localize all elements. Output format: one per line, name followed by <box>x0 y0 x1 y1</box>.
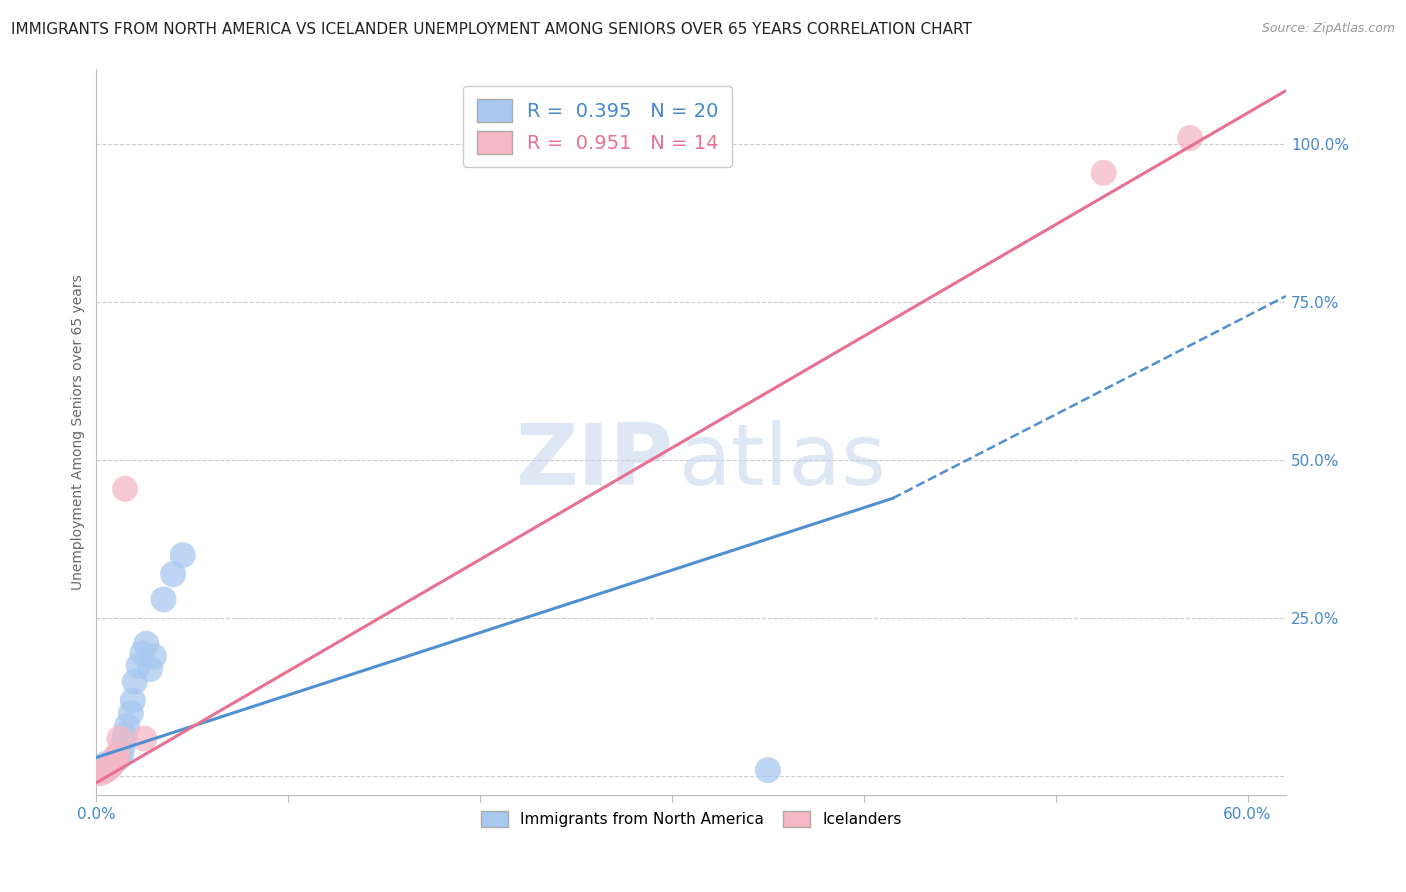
Text: Source: ZipAtlas.com: Source: ZipAtlas.com <box>1261 22 1395 36</box>
Point <box>135 637 157 651</box>
Point <box>114 482 136 496</box>
Point <box>124 674 146 689</box>
Text: IMMIGRANTS FROM NORTH AMERICA VS ICELANDER UNEMPLOYMENT AMONG SENIORS OVER 65 YE: IMMIGRANTS FROM NORTH AMERICA VS ICELAND… <box>11 22 972 37</box>
Point <box>108 750 131 764</box>
Point <box>756 763 779 777</box>
Point <box>100 756 122 771</box>
Point <box>1092 166 1115 180</box>
Point <box>94 763 117 777</box>
Point <box>139 662 162 676</box>
Point <box>114 728 136 742</box>
Point <box>152 592 174 607</box>
Text: atlas: atlas <box>679 419 887 502</box>
Point <box>134 731 156 746</box>
Point <box>104 750 127 764</box>
Point <box>121 693 143 707</box>
Legend: Immigrants from North America, Icelanders: Immigrants from North America, Icelander… <box>472 804 910 835</box>
Point <box>162 567 184 582</box>
Point <box>100 758 122 772</box>
Point <box>131 646 153 660</box>
Point <box>103 754 125 768</box>
Point <box>93 764 115 779</box>
Point <box>120 706 142 721</box>
Point <box>128 658 150 673</box>
Y-axis label: Unemployment Among Seniors over 65 years: Unemployment Among Seniors over 65 years <box>72 274 86 590</box>
Point <box>97 762 120 776</box>
Point <box>98 760 121 774</box>
Point <box>112 738 135 752</box>
Point <box>89 766 111 780</box>
Point <box>1178 131 1201 145</box>
Point <box>172 548 194 562</box>
Point <box>104 754 127 768</box>
Text: ZIP: ZIP <box>516 419 673 502</box>
Point <box>94 756 117 771</box>
Point <box>115 719 138 733</box>
Point <box>107 747 129 762</box>
Point <box>110 747 132 762</box>
Point <box>142 649 165 664</box>
Point <box>108 731 131 746</box>
